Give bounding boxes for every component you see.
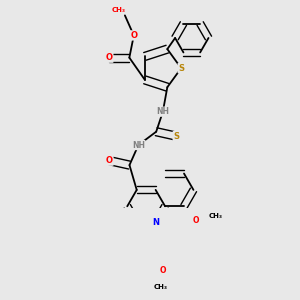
Text: S: S <box>173 132 179 141</box>
Text: CH₃: CH₃ <box>209 213 223 219</box>
Text: CH₃: CH₃ <box>154 284 168 290</box>
Text: O: O <box>106 156 113 165</box>
Text: CH₃: CH₃ <box>111 7 125 13</box>
Text: NH: NH <box>132 141 145 150</box>
Text: O: O <box>106 53 113 62</box>
Text: S: S <box>178 64 184 73</box>
Text: O: O <box>192 216 199 225</box>
Text: O: O <box>130 31 137 40</box>
Text: NH: NH <box>156 107 170 116</box>
Text: N: N <box>152 218 159 227</box>
Text: O: O <box>160 266 166 275</box>
